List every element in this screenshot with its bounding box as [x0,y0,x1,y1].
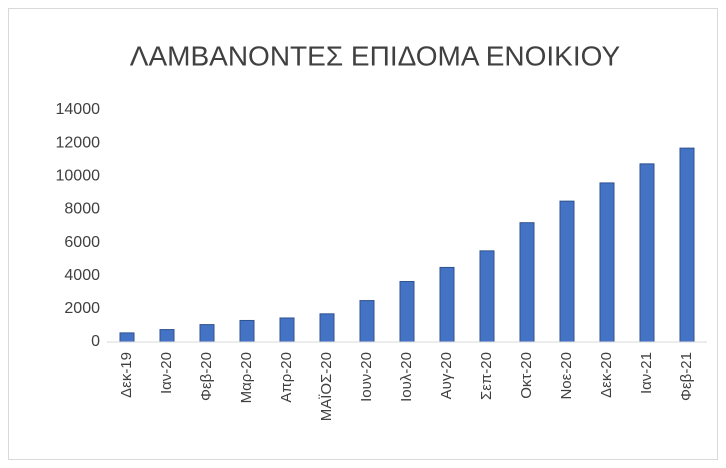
bar [159,329,175,343]
x-tick-label: Δεκ-20 [598,352,615,398]
y-tick-label: 2000 [64,300,100,317]
x-tick-label: Ιαν-20 [158,352,175,394]
bar [519,222,535,343]
x-tick-label: Οκτ-20 [518,352,535,399]
bar [279,317,295,343]
x-tick-label: Φεβ-21 [678,352,695,401]
x-tick-label: Απρ-20 [278,352,295,403]
y-tick-label: 14000 [56,101,101,118]
bar [199,324,215,343]
x-tick-label: Αυγ-20 [438,352,455,399]
x-tick-label: Ιουν-20 [358,352,375,402]
chart-border [8,8,718,460]
bar [679,147,695,343]
chart-title: ΛΑΜΒΑΝΟΝΤΕΣ ΕΠΙΔΟΜΑ ΕΝΟΙΚΙΟΥ [130,40,621,71]
bar [239,319,255,343]
y-tick-label: 10000 [56,168,101,185]
y-tick-label: 12000 [56,134,101,151]
bar [439,266,455,343]
bar [319,313,335,343]
bar [559,200,575,343]
y-tick-label: 8000 [64,201,100,218]
y-tick-label: 4000 [64,267,100,284]
x-tick-label: Ιαν-21 [638,352,655,394]
bar [639,163,655,343]
bar [599,182,615,343]
y-tick-label: 0 [91,333,100,350]
x-tick-label: Νοε-20 [558,352,575,400]
x-tick-label: Μαρ-20 [238,352,255,403]
bar [119,332,135,343]
x-tick-label: ΜΑΪΟΣ-20 [318,352,335,421]
bar [399,281,415,343]
y-tick-label: 6000 [64,234,100,251]
x-tick-label: Δεκ-19 [118,352,135,398]
x-tick-label: Σεπ-20 [478,352,495,400]
x-tick-label: Ιουλ-20 [398,352,415,402]
bar [479,250,495,343]
x-tick-label: Φεβ-20 [198,352,215,401]
bar [359,300,375,343]
